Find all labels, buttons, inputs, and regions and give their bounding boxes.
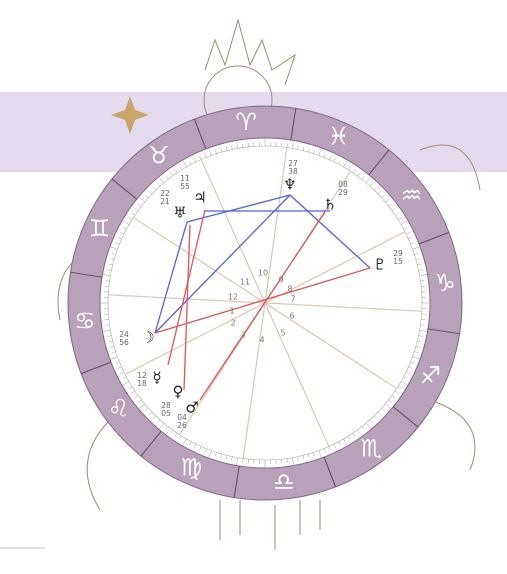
- sign-glyph: ♈: [235, 108, 257, 136]
- house-number: 1: [229, 307, 234, 316]
- house-number: 8: [287, 285, 292, 294]
- planet-glyph: ♃: [193, 189, 206, 207]
- planet-glyph: ♆: [283, 176, 296, 194]
- planet-minute: 26: [177, 421, 187, 430]
- house-number: 10: [258, 269, 268, 278]
- sign-glyph: ♐: [420, 362, 442, 390]
- house-number: 4: [259, 336, 264, 345]
- planet-minute: 55: [180, 182, 190, 191]
- house-number: 5: [280, 329, 285, 338]
- sign-glyph: ♎: [273, 468, 295, 496]
- planet-glyph: ♀: [173, 383, 184, 401]
- house-number: 3: [240, 331, 245, 340]
- sign-glyph: ♉: [148, 142, 170, 170]
- sign-glyph: ♒: [401, 182, 423, 210]
- planet-minute: 38: [288, 167, 298, 176]
- planet-minute: 15: [393, 257, 403, 266]
- house-number: 6: [289, 312, 294, 321]
- planet-glyph: ☿: [152, 369, 161, 387]
- planet-glyph: ♄: [323, 196, 336, 214]
- sign-glyph: ♓: [328, 123, 350, 151]
- planet-minute: 29: [338, 188, 348, 197]
- planet-glyph: ♇: [373, 256, 386, 274]
- sign-glyph: ♋: [74, 307, 96, 335]
- planet-minute: 18: [137, 379, 147, 388]
- house-number: 2: [230, 319, 235, 328]
- planet-glyph: ♅: [173, 204, 186, 222]
- planet-glyph: ♂: [185, 399, 198, 417]
- astrology-chart: ♈♓♒♑♐♏♎♍♌♋♊♉123456789101112♅2221♃1155♆27…: [0, 0, 507, 570]
- sign-glyph: ♌: [108, 394, 130, 422]
- planet-minute: 05: [161, 409, 171, 418]
- sign-glyph: ♍: [181, 453, 203, 481]
- planet-glyph: ☽: [141, 329, 154, 347]
- house-number: 9: [278, 276, 283, 285]
- sign-glyph: ♏: [361, 434, 383, 462]
- planet-minute: 21: [160, 197, 170, 206]
- planet-minute: 56: [119, 338, 129, 347]
- house-number: 12: [228, 293, 238, 302]
- sign-glyph: ♊: [89, 214, 111, 242]
- sign-glyph: ♑: [434, 269, 456, 297]
- house-number: 7: [290, 295, 295, 304]
- house-number: 11: [240, 278, 250, 287]
